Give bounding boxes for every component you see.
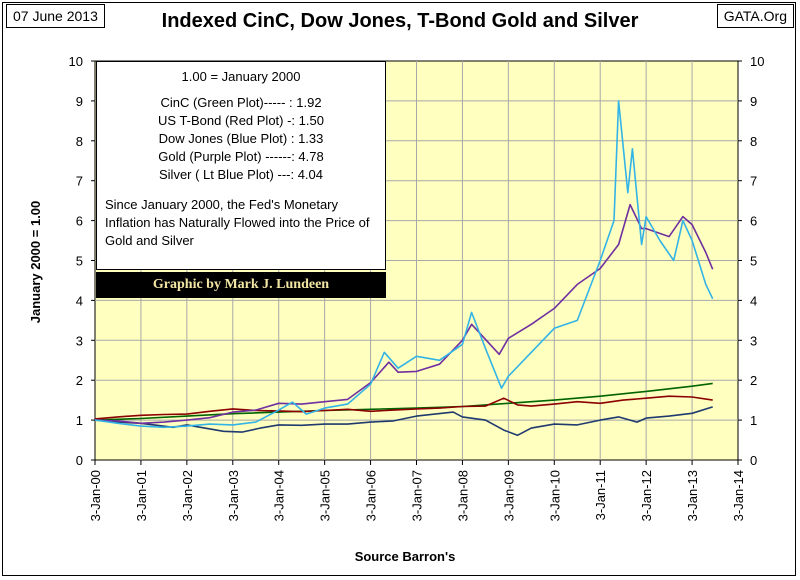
credit-banner: Graphic by Mark J. Lundeen	[96, 272, 386, 298]
x-tick-label-12: 3-Jan-12	[639, 470, 654, 521]
date-label: 07 June 2013	[6, 4, 105, 28]
y-tick-label-left-0: 0	[76, 453, 83, 468]
x-tick-label-7: 3-Jan-07	[410, 470, 425, 521]
x-tick-label-1: 3-Jan-01	[134, 470, 149, 521]
x-tick-label-5: 3-Jan-05	[318, 470, 333, 521]
y-tick-label-right-1: 1	[750, 413, 757, 428]
y-tick-label-left-2: 2	[76, 373, 83, 388]
x-tick-label-4: 3-Jan-04	[272, 470, 287, 521]
legend-entry-dow: Dow Jones (Blue Plot) : 1.33	[158, 131, 324, 146]
y-tick-label-right-8: 8	[750, 134, 757, 149]
x-tick-label-13: 3-Jan-13	[685, 470, 700, 521]
chart-title: Indexed CinC, Dow Jones, T-Bond Gold and…	[161, 10, 639, 32]
series-lines	[94, 100, 714, 437]
x-tick-label-11: 3-Jan-11	[593, 470, 608, 520]
y-tick-label-right-5: 5	[750, 254, 757, 269]
y-tick-label-left-3: 3	[76, 333, 83, 348]
legend-entry-silver: Silver ( Lt Blue Plot) ---: 4.04	[159, 167, 323, 182]
y-tick-label-right-10: 10	[750, 54, 764, 69]
legend-entry-tbond: US T-Bond (Red Plot) -: 1.50	[158, 113, 324, 128]
y-tick-label-right-7: 7	[750, 174, 757, 189]
y-tick-label-left-8: 8	[76, 134, 83, 149]
y-tick-label-right-3: 3	[750, 333, 757, 348]
x-tick-label-9: 3-Jan-09	[501, 470, 516, 521]
y-tick-label-left-10: 10	[69, 54, 83, 69]
y-tick-label-left-7: 7	[76, 174, 83, 189]
y-tick-label-right-9: 9	[750, 94, 757, 109]
y-tick-label-right-6: 6	[750, 214, 757, 229]
series-line-dow	[94, 406, 713, 437]
y-tick-label-right-2: 2	[750, 373, 757, 388]
series-line-tbond	[94, 395, 713, 420]
y-axis-title: January 2000 = 1.00	[28, 201, 43, 324]
y-axis-right: 0 1 2 3 4 5 6 7 8 9 10	[738, 54, 764, 468]
legend-entries: CinC (Green Plot)----- : 1.92 US T-Bond …	[97, 94, 385, 184]
y-tick-label-right-4: 4	[750, 293, 757, 308]
x-axis: 3-Jan-00 3-Jan-01 3-Jan-02 3-Jan-03 3-Jan-04…	[88, 460, 746, 521]
y-tick-label-left-9: 9	[76, 94, 83, 109]
x-tick-label-2: 3-Jan-02	[180, 470, 195, 521]
source-label: GATA.Org	[716, 4, 794, 28]
y-tick-label-left-4: 4	[76, 293, 83, 308]
legend-heading: 1.00 = January 2000	[181, 69, 301, 84]
x-tick-label-10: 3-Jan-10	[547, 470, 562, 521]
x-tick-label-6: 3-Jan-06	[364, 470, 379, 521]
y-tick-label-right-0: 0	[750, 453, 757, 468]
x-tick-label-14: 3-Jan-14	[731, 470, 746, 521]
y-tick-label-left-6: 6	[76, 214, 83, 229]
y-tick-label-left-5: 5	[76, 254, 83, 269]
legend-note: Since January 2000, the Fed's Monetary I…	[105, 197, 370, 248]
x-axis-title: Source Barron's	[355, 549, 456, 564]
y-tick-label-left-1: 1	[76, 413, 83, 428]
x-tick-label-3: 3-Jan-03	[226, 470, 241, 521]
x-tick-label-8: 3-Jan-08	[455, 470, 470, 521]
legend-entry-cinc: CinC (Green Plot)----- : 1.92	[160, 95, 322, 110]
legend-entry-gold: Gold (Purple Plot) ------: 4.78	[158, 149, 324, 164]
x-tick-label-0: 3-Jan-00	[88, 470, 103, 521]
y-axis-left: 0 1 2 3 4 5 6 7 8 9 10	[69, 54, 95, 468]
legend-box: 1.00 = January 2000 CinC (Green Plot)---…	[96, 61, 386, 270]
series-line-silver	[94, 100, 714, 429]
